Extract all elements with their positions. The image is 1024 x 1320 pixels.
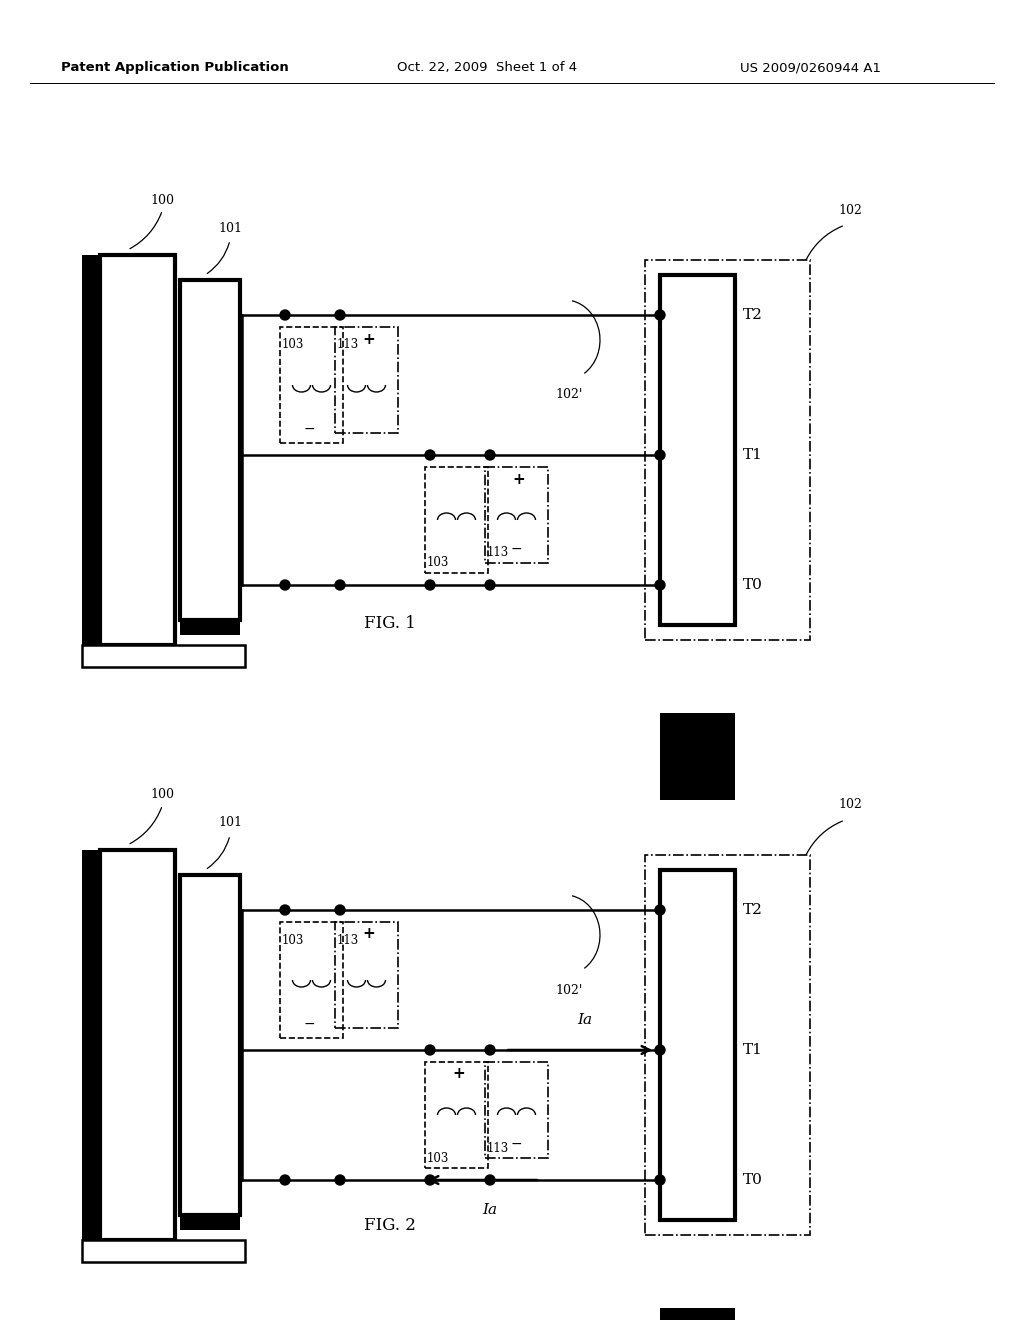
Text: +: + — [362, 331, 375, 346]
Text: T1: T1 — [743, 1043, 763, 1057]
Text: Ia: Ia — [578, 1012, 593, 1027]
Circle shape — [425, 1175, 435, 1185]
Text: 113: 113 — [487, 546, 509, 560]
Text: 113: 113 — [337, 933, 359, 946]
Circle shape — [655, 310, 665, 319]
Text: T0: T0 — [743, 578, 763, 591]
Text: T2: T2 — [743, 903, 763, 917]
Bar — [335, 921, 398, 1028]
Text: T1: T1 — [743, 447, 763, 462]
Text: 103: 103 — [427, 1151, 450, 1164]
Bar — [100, 850, 175, 1239]
Text: US 2009/0260944 A1: US 2009/0260944 A1 — [739, 62, 881, 74]
Circle shape — [280, 579, 290, 590]
Bar — [485, 467, 548, 564]
Bar — [660, 1308, 735, 1320]
Text: +: + — [453, 1067, 465, 1081]
Bar — [82, 1239, 175, 1258]
Text: 102: 102 — [838, 203, 862, 216]
Bar — [82, 645, 245, 667]
Text: 113: 113 — [487, 1142, 509, 1155]
Bar — [425, 467, 488, 573]
Circle shape — [485, 450, 495, 459]
Circle shape — [485, 1045, 495, 1055]
Circle shape — [335, 310, 345, 319]
Text: T2: T2 — [743, 308, 763, 322]
Bar — [660, 713, 735, 800]
Text: 100: 100 — [151, 194, 174, 206]
Bar — [82, 255, 100, 645]
Text: 100: 100 — [151, 788, 174, 801]
Text: Ia: Ia — [482, 1203, 498, 1217]
Text: −: − — [511, 543, 522, 556]
Bar — [180, 875, 240, 1214]
Text: −: − — [304, 1016, 315, 1031]
Bar — [645, 855, 810, 1236]
Bar — [280, 327, 343, 444]
Bar — [660, 275, 735, 624]
Circle shape — [280, 1175, 290, 1185]
Bar — [645, 260, 810, 640]
Bar — [82, 1239, 245, 1262]
Text: FIG. 1: FIG. 1 — [365, 615, 416, 631]
Circle shape — [485, 579, 495, 590]
Circle shape — [425, 450, 435, 459]
Text: −: − — [511, 1137, 522, 1151]
Circle shape — [485, 1175, 495, 1185]
Text: +: + — [512, 471, 525, 487]
Text: 103: 103 — [427, 557, 450, 569]
Circle shape — [655, 1045, 665, 1055]
Text: Patent Application Publication: Patent Application Publication — [61, 62, 289, 74]
Text: 102: 102 — [838, 799, 862, 812]
Circle shape — [280, 310, 290, 319]
Text: FIG. 2: FIG. 2 — [365, 1217, 416, 1233]
Bar — [335, 327, 398, 433]
Bar — [180, 280, 240, 620]
Text: 101: 101 — [218, 222, 242, 235]
Bar — [100, 255, 175, 645]
Circle shape — [335, 1175, 345, 1185]
Text: +: + — [362, 927, 375, 941]
Text: 113: 113 — [337, 338, 359, 351]
Text: 101: 101 — [218, 817, 242, 829]
Text: 103: 103 — [282, 338, 304, 351]
Circle shape — [335, 579, 345, 590]
Bar — [485, 1063, 548, 1158]
Circle shape — [655, 579, 665, 590]
Bar — [82, 645, 175, 663]
Circle shape — [425, 579, 435, 590]
Bar — [180, 1214, 240, 1230]
Text: −: − — [304, 422, 315, 436]
Circle shape — [280, 906, 290, 915]
Bar — [660, 870, 735, 1220]
Bar — [180, 620, 240, 635]
Bar — [425, 1063, 488, 1168]
Text: 102': 102' — [555, 983, 583, 997]
Circle shape — [655, 1175, 665, 1185]
Text: 102': 102' — [555, 388, 583, 401]
Text: 103: 103 — [282, 933, 304, 946]
Circle shape — [425, 1045, 435, 1055]
Text: Oct. 22, 2009  Sheet 1 of 4: Oct. 22, 2009 Sheet 1 of 4 — [397, 62, 578, 74]
Bar — [82, 850, 100, 1239]
Text: T0: T0 — [743, 1173, 763, 1187]
Circle shape — [655, 450, 665, 459]
Bar — [280, 921, 343, 1038]
Circle shape — [655, 906, 665, 915]
Circle shape — [335, 906, 345, 915]
